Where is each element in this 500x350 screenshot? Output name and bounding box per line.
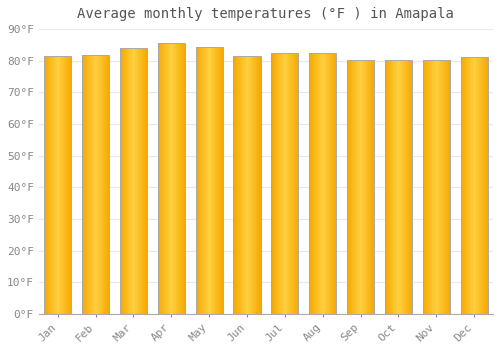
Bar [347,60,374,314]
Bar [385,61,412,314]
Bar [309,54,336,314]
Bar [82,55,109,314]
Bar [196,47,223,314]
Bar [158,43,185,314]
Bar [44,56,72,314]
Bar [422,60,450,314]
Bar [271,53,298,314]
Bar [120,48,147,314]
Bar [234,56,260,314]
Title: Average monthly temperatures (°F ) in Amapala: Average monthly temperatures (°F ) in Am… [78,7,454,21]
Bar [460,57,488,314]
